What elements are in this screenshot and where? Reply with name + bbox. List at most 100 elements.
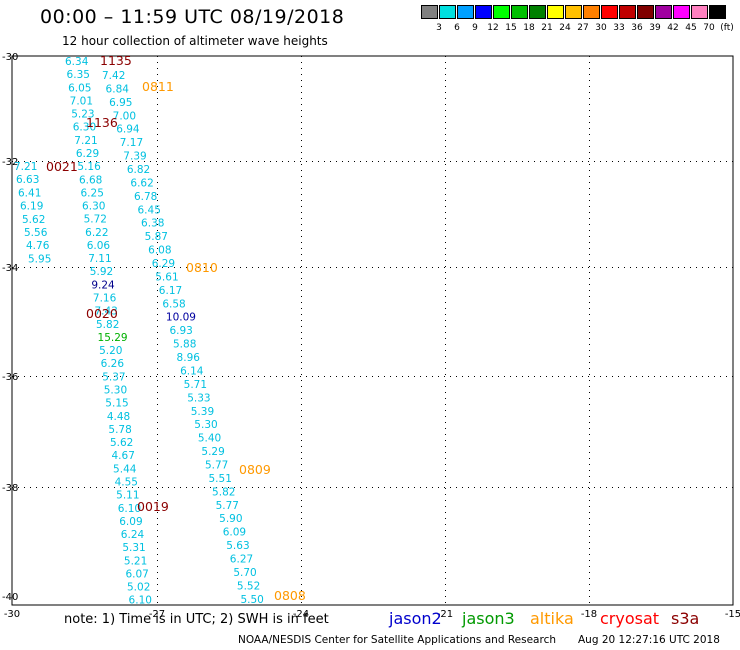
grid-dot [301, 146, 302, 147]
grid-dot [474, 267, 475, 268]
grid-dot [678, 487, 679, 488]
grid-dot [342, 161, 343, 162]
grid-dot [157, 74, 158, 75]
grid-dot [624, 487, 625, 488]
grid-dot [582, 487, 583, 488]
grid-dot [546, 161, 547, 162]
grid-dot [672, 487, 673, 488]
grid-dot [589, 236, 590, 237]
grid-dot [138, 267, 139, 268]
grid-dot [589, 494, 590, 495]
grid-dot [157, 230, 158, 231]
wave-height-value: 5.20 [99, 345, 122, 357]
grid-dot [589, 254, 590, 255]
grid-dot [445, 230, 446, 231]
grid-dot [301, 602, 302, 603]
grid-dot [510, 487, 511, 488]
grid-dot [445, 332, 446, 333]
legend-swatch [619, 5, 636, 19]
wave-height-value: 6.26 [101, 358, 125, 370]
grid-dot [678, 267, 679, 268]
grid-dot [589, 278, 590, 279]
grid-dot [589, 92, 590, 93]
legend-label: 9 [472, 23, 478, 33]
legend-label: 39 [649, 23, 661, 33]
grid-dot [558, 161, 559, 162]
grid-dot [301, 470, 302, 471]
grid-dot [589, 230, 590, 231]
grid-dot [445, 554, 446, 555]
grid-dot [330, 267, 331, 268]
satellite-s3a: s3a [671, 609, 700, 628]
grid-dot [558, 487, 559, 488]
wave-height-value: 6.38 [141, 218, 164, 230]
grid-dot [702, 376, 703, 377]
grid-dot [468, 487, 469, 488]
wave-height-value: 6.29 [152, 258, 175, 270]
grid-dot [301, 542, 302, 543]
grid-dot [150, 267, 151, 268]
grid-dot [468, 376, 469, 377]
grid-dot [252, 376, 253, 377]
grid-dot [450, 267, 451, 268]
grid-dot [301, 572, 302, 573]
grid-dot [300, 487, 301, 488]
grid-dot [78, 487, 79, 488]
grid-dot [445, 470, 446, 471]
grid-dot [301, 248, 302, 249]
wave-height-value: 5.29 [201, 446, 224, 458]
grid-dot [12, 267, 13, 268]
grid-dot [445, 176, 446, 177]
grid-dot [486, 376, 487, 377]
grid-dot [378, 267, 379, 268]
grid-dot [589, 416, 590, 417]
grid-dot [589, 362, 590, 363]
grid-dot [378, 376, 379, 377]
grid-dot [360, 487, 361, 488]
grid-dot [726, 161, 727, 162]
grid-dot [78, 267, 79, 268]
grid-dot [618, 376, 619, 377]
grid-dot [72, 487, 73, 488]
grid-dot [445, 560, 446, 561]
wave-height-value: 7.01 [70, 95, 93, 107]
grid-dot [589, 218, 590, 219]
grid-dot [414, 487, 415, 488]
grid-dot [642, 376, 643, 377]
grid-dot [445, 356, 446, 357]
grid-dot [162, 267, 163, 268]
legend-swatch [637, 5, 654, 19]
grid-dot [522, 376, 523, 377]
legend-label: 27 [577, 23, 589, 33]
grid-dot [576, 487, 577, 488]
grid-dot [157, 404, 158, 405]
lon-tick-label: -30 [4, 609, 20, 620]
pass-time-label: 0810 [186, 260, 218, 275]
grid-dot [150, 376, 151, 377]
grid-dot [301, 596, 302, 597]
grid-dot [708, 161, 709, 162]
grid-dot [589, 398, 590, 399]
grid-dot [276, 376, 277, 377]
grid-dot [157, 140, 158, 141]
grid-dot [157, 542, 158, 543]
grid-dot [445, 476, 446, 477]
wave-height-value: 4.76 [26, 240, 50, 252]
grid-dot [678, 161, 679, 162]
grid-dot [157, 434, 158, 435]
grid-dot [589, 566, 590, 567]
grid-dot [36, 267, 37, 268]
grid-dot [157, 80, 158, 81]
grid-dot [648, 376, 649, 377]
legend-swatch [691, 5, 708, 19]
legend-label: 45 [685, 23, 697, 33]
grid-dot [157, 152, 158, 153]
grid-dot [348, 267, 349, 268]
grid-dot [126, 487, 127, 488]
grid-dot [301, 554, 302, 555]
grid-dot [157, 584, 158, 585]
grid-dot [156, 161, 157, 162]
grid-dot [168, 487, 169, 488]
grid-dot [162, 487, 163, 488]
grid-dot [445, 482, 446, 483]
